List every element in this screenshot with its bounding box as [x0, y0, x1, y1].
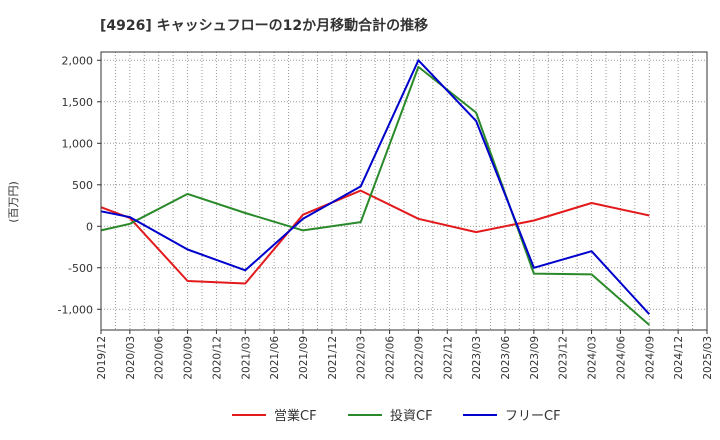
x-tick-label: 2022/06 — [385, 336, 397, 380]
y-tick-label: 1,000 — [62, 137, 94, 150]
x-tick-label: 2022/03 — [356, 336, 368, 380]
x-tick-label: 2020/03 — [125, 336, 137, 380]
legend-label: フリーCF — [505, 409, 561, 424]
x-tick-label: 2022/12 — [442, 336, 454, 380]
y-tick-label: 500 — [72, 179, 93, 192]
y-tick-label: 0 — [86, 220, 93, 233]
legend-label: 投資CF — [390, 408, 433, 424]
series-line-フリーCF — [100, 59, 651, 315]
x-tick-label: 2021/03 — [240, 336, 252, 380]
x-tick-labels: 2019/12 2020/03 2020/06 2020/09 2020/12 2021/… — [96, 330, 714, 380]
x-tick-label: 2021/12 — [327, 336, 339, 380]
x-tick-label: 2020/06 — [154, 336, 166, 380]
x-tick-label: 2023/06 — [500, 336, 512, 380]
x-tick-label: 2024/06 — [615, 336, 627, 380]
y-tick-label: 1,500 — [62, 96, 94, 109]
x-tick-label: 2023/12 — [558, 336, 570, 380]
series-line-営業CF — [100, 189, 650, 285]
x-tick-label: 2019/12 — [96, 336, 108, 380]
x-tick-label: 2021/06 — [269, 336, 281, 380]
x-tick-label: 2023/09 — [529, 336, 541, 380]
series-line-投資CF — [100, 65, 650, 326]
x-tick-label: 2024/03 — [587, 336, 599, 380]
legend-label: 営業CF — [274, 408, 317, 424]
y-axis-label: (百万円) — [7, 181, 20, 223]
x-tick-label: 2024/12 — [673, 336, 685, 380]
plot-area-frame — [100, 51, 708, 331]
x-tick-label: 2022/09 — [413, 336, 425, 380]
series-lines — [100, 59, 651, 326]
chart-title: [4926] キャッシュフローの12か月移動合計の推移 — [100, 17, 428, 34]
y-tick-label: -500 — [68, 262, 93, 275]
x-tick-label: 2020/12 — [211, 336, 223, 380]
y-tick-label: -1,000 — [58, 303, 93, 316]
legend: 営業CF 投資CF フリーCF — [232, 408, 561, 424]
x-tick-label: 2025/03 — [702, 336, 714, 380]
y-tick-labels: 2,000 1,500 1,000 500 0 -500 -1,000 — [58, 54, 101, 316]
x-tick-label: 2023/03 — [471, 336, 483, 380]
y-tick-label: 2,000 — [62, 54, 94, 67]
x-tick-label: 2024/09 — [644, 336, 656, 380]
x-tick-label: 2021/09 — [298, 336, 310, 380]
x-tick-label: 2020/09 — [183, 336, 195, 380]
